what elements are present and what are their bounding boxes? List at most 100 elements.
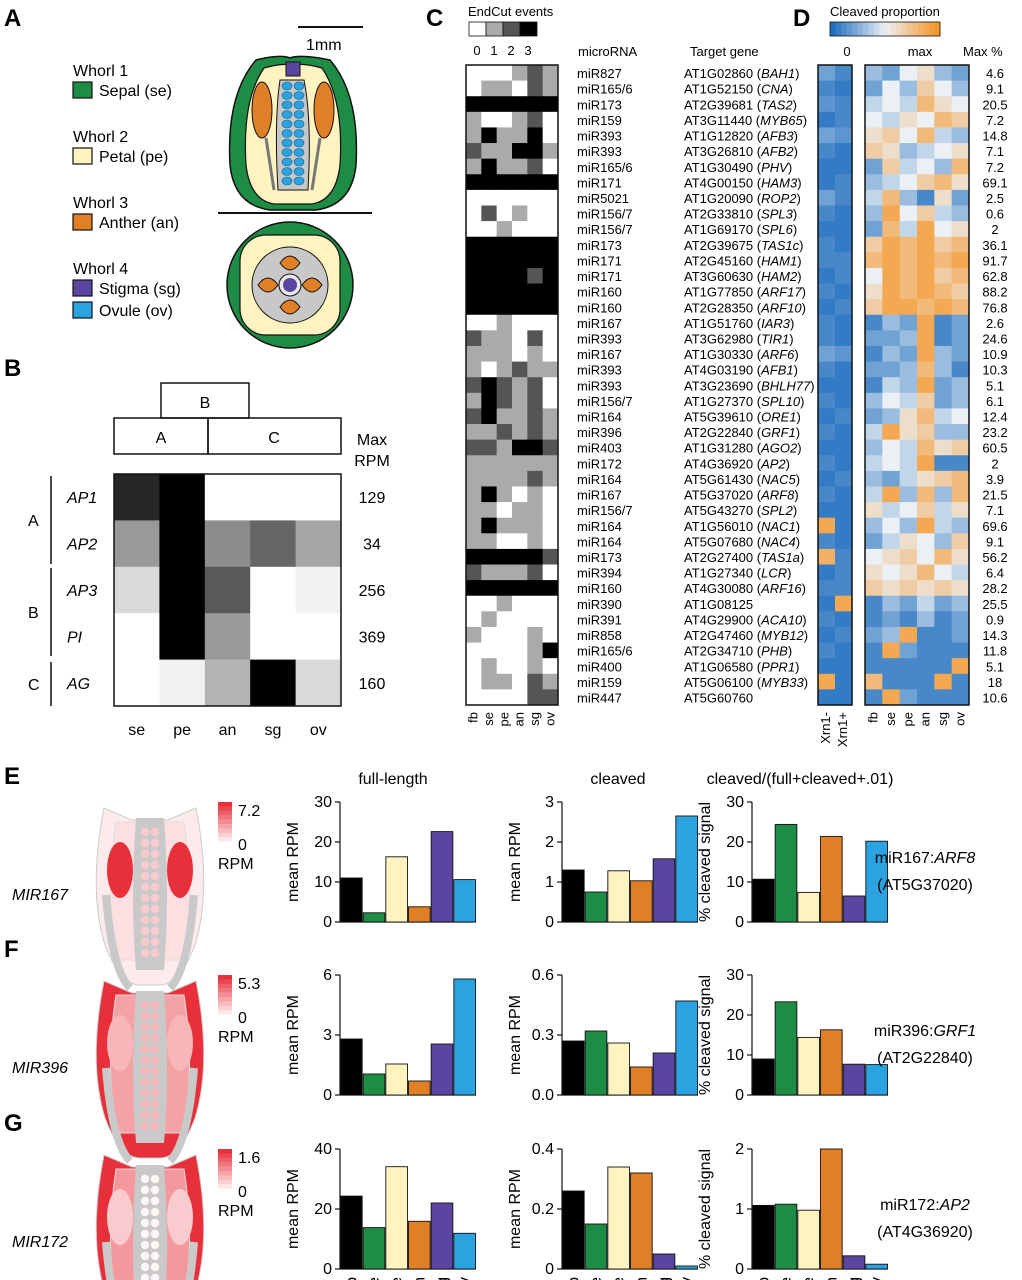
endcut-cell	[512, 658, 528, 675]
pair-agi: (AT5G37020)	[877, 877, 973, 894]
max-pct-value: 14.8	[982, 129, 1007, 144]
max-rpm-value: 129	[359, 490, 386, 507]
cleaved-cell	[917, 236, 935, 253]
mirna-name: miR165/6	[577, 82, 633, 97]
y-tick-label: 0	[735, 1261, 744, 1278]
bar-se	[584, 891, 608, 923]
cleaved-cell	[934, 283, 953, 300]
max-pct-value: 91.7	[982, 253, 1007, 268]
cleaved-cell	[917, 143, 935, 160]
endcut-cell	[481, 96, 498, 113]
xrn-cell	[818, 158, 836, 175]
bar-ov	[675, 815, 698, 923]
max-pct-value: 76.8	[982, 300, 1007, 315]
cleaved-cell	[899, 143, 918, 160]
endcut-cell	[512, 330, 528, 347]
endcut-cell	[542, 111, 559, 128]
cleaved-cell	[934, 345, 953, 362]
endcut-cell	[542, 65, 559, 82]
endcut-legend-swatch	[502, 21, 521, 37]
x-tick-label: se	[366, 1277, 383, 1280]
bar-chart: 0 3 6 mean RPM	[285, 967, 476, 1104]
endcut-cell	[481, 689, 498, 706]
target-agi: AT5G37020	[684, 488, 753, 503]
cleaved-cell	[951, 689, 970, 706]
endcut-cell	[527, 486, 544, 503]
endcut-cell	[542, 658, 559, 675]
cleaved-cell	[917, 424, 935, 441]
cleaved-cell	[865, 689, 883, 706]
cleaved-cell	[917, 111, 935, 128]
endcut-cell	[512, 642, 528, 659]
bar-an	[820, 1029, 843, 1096]
target-agi: AT3G11440	[684, 113, 752, 128]
target-agi: AT5G06100	[684, 675, 753, 690]
bar-an	[408, 1080, 431, 1096]
pair-mirna: miR396:	[874, 1023, 934, 1040]
cleaved-cell	[865, 377, 883, 394]
paren-open: (	[753, 534, 762, 549]
endcut-cell	[496, 424, 513, 441]
endcut-cell	[542, 330, 559, 347]
paren-open: (	[753, 644, 762, 659]
endcut-cell	[481, 517, 498, 534]
cleaved-cell	[934, 439, 953, 456]
endcut-cell	[527, 377, 544, 394]
endcut-cell	[542, 611, 559, 628]
target-agi: AT1G27370	[684, 394, 753, 409]
paren-open: (	[753, 160, 762, 175]
y-tick-label: 0	[323, 1261, 332, 1278]
bar-se	[774, 1203, 798, 1270]
flower-expression-map	[95, 1154, 205, 1280]
max-rpm-header-1: Max	[357, 432, 387, 449]
xrn-cell	[835, 564, 853, 581]
mirna-target-pair: miR396:GRF1	[874, 1023, 976, 1040]
cleaved-cell	[882, 408, 901, 425]
endcut-cell	[527, 345, 544, 362]
max-pct-value: 0.6	[986, 207, 1004, 222]
y-tick-label: 6	[323, 967, 332, 984]
bar-chart: 0 10 20 30 % cleaved signal	[697, 967, 888, 1104]
cleaved-cell	[951, 626, 970, 643]
cleaved-cell	[865, 595, 883, 612]
endcut-cell	[466, 673, 482, 690]
bar-se	[362, 912, 386, 923]
target-agi: AT2G28350	[684, 300, 753, 315]
endcut-cell	[466, 80, 482, 97]
column-label: fb	[866, 712, 881, 723]
xrn-cell	[818, 361, 836, 378]
cleaved-cell	[865, 330, 883, 347]
bar-pe	[797, 891, 820, 923]
cleaved-cell	[934, 330, 953, 347]
target-agi: AT1G06580	[684, 659, 753, 674]
xrn-cell	[835, 221, 853, 238]
endcut-cell	[542, 314, 559, 331]
cleaved-cell	[882, 595, 901, 612]
endcut-cell	[496, 174, 513, 191]
xrn-cell	[835, 517, 853, 534]
xrn-cell	[818, 96, 836, 113]
target-symbol: GRF1	[761, 425, 796, 440]
target-list: miR827 AT1G02860 (BAH1)miR165/6 AT1G52150 …	[577, 66, 815, 705]
endcut-cell	[481, 564, 498, 581]
max-pct-value: 0.9	[986, 612, 1004, 627]
endcut-cell	[512, 299, 528, 316]
paren-open: (	[753, 425, 762, 440]
endcut-cell	[527, 158, 544, 175]
tree-box-c	[207, 417, 342, 455]
max-pct-value: 6.1	[986, 394, 1004, 409]
endcut-cell	[512, 595, 528, 612]
xrn-cell	[818, 455, 836, 472]
cleaved-cell	[951, 345, 970, 362]
xrn-cell	[818, 548, 836, 565]
bar-sg	[430, 1202, 454, 1270]
xrn-cell	[835, 299, 853, 316]
endcut-cell	[466, 455, 482, 472]
cleaved-legend-title: Cleaved proportion	[830, 4, 940, 19]
target-symbol: HAM2	[761, 269, 798, 284]
bar-pe	[607, 1042, 630, 1096]
paren-close: )	[797, 441, 801, 456]
endcut-heatmap-frame	[465, 64, 559, 706]
